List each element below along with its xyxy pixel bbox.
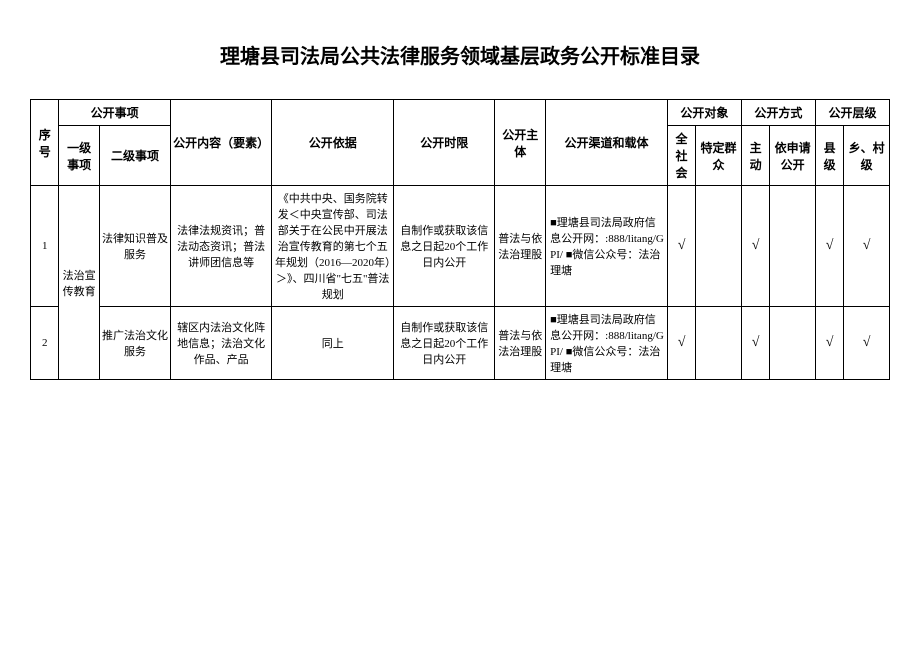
- page-title: 理塘县司法局公共法律服务领域基层政务公开标准目录: [30, 40, 890, 69]
- cell-channel: ■理塘县司法局政府信息公开网：:888/litang/GPI/ ■微信公众号：法…: [546, 186, 668, 307]
- header-method: 公开方式: [741, 100, 815, 126]
- main-table: 序号 公开事项 公开内容（要素） 公开依据 公开时限 公开主体 公开渠道和载体 …: [30, 99, 890, 380]
- header-target-specific: 特定群众: [696, 126, 742, 186]
- header-level2: 二级事项: [99, 126, 170, 186]
- header-level-county: 县级: [815, 126, 843, 186]
- header-seq: 序号: [31, 100, 59, 186]
- cell-level2: 法律知识普及服务: [99, 186, 170, 307]
- header-time: 公开时限: [394, 100, 495, 186]
- cell-level-village: √: [844, 186, 890, 307]
- cell-target-all: √: [667, 307, 695, 380]
- header-level: 公开层级: [815, 100, 889, 126]
- cell-seq: 1: [31, 186, 59, 307]
- cell-level1: 法治宣传教育: [59, 186, 100, 380]
- cell-method-apply: [770, 307, 816, 380]
- cell-basis: 《中共中央、国务院转发＜中央宣传部、司法部关于在公民中开展法治宣传教育的第七个五…: [272, 186, 394, 307]
- cell-time: 自制作或获取该信息之日起20个工作日内公开: [394, 307, 495, 380]
- cell-seq: 2: [31, 307, 59, 380]
- cell-time: 自制作或获取该信息之日起20个工作日内公开: [394, 186, 495, 307]
- cell-content: 法律法规资讯；普法动态资讯；普法讲师团信息等: [170, 186, 271, 307]
- table-row: 2 推广法治文化服务 辖区内法治文化阵地信息；法治文化作品、产品 同上 自制作或…: [31, 307, 890, 380]
- header-matters: 公开事项: [59, 100, 171, 126]
- header-target: 公开对象: [667, 100, 741, 126]
- cell-target-specific: [696, 307, 742, 380]
- cell-level-village: √: [844, 307, 890, 380]
- table-row: 1 法治宣传教育 法律知识普及服务 法律法规资讯；普法动态资讯；普法讲师团信息等…: [31, 186, 890, 307]
- header-level1: 一级事项: [59, 126, 100, 186]
- header-level-village: 乡、村级: [844, 126, 890, 186]
- cell-content: 辖区内法治文化阵地信息；法治文化作品、产品: [170, 307, 271, 380]
- cell-method-active: √: [741, 307, 769, 380]
- cell-method-active: √: [741, 186, 769, 307]
- cell-channel: ■理塘县司法局政府信息公开网：:888/litang/GPI/ ■微信公众号：法…: [546, 307, 668, 380]
- cell-level2: 推广法治文化服务: [99, 307, 170, 380]
- cell-level-county: √: [815, 307, 843, 380]
- cell-method-apply: [770, 186, 816, 307]
- header-method-active: 主动: [741, 126, 769, 186]
- cell-subject: 普法与依法治理股: [495, 186, 546, 307]
- header-subject: 公开主体: [495, 100, 546, 186]
- header-method-apply: 依申请公开: [770, 126, 816, 186]
- cell-level-county: √: [815, 186, 843, 307]
- header-target-all: 全社会: [667, 126, 695, 186]
- cell-target-all: √: [667, 186, 695, 307]
- cell-subject: 普法与依法治理股: [495, 307, 546, 380]
- cell-target-specific: [696, 186, 742, 307]
- cell-basis: 同上: [272, 307, 394, 380]
- header-content: 公开内容（要素）: [170, 100, 271, 186]
- header-basis: 公开依据: [272, 100, 394, 186]
- header-channel: 公开渠道和载体: [546, 100, 668, 186]
